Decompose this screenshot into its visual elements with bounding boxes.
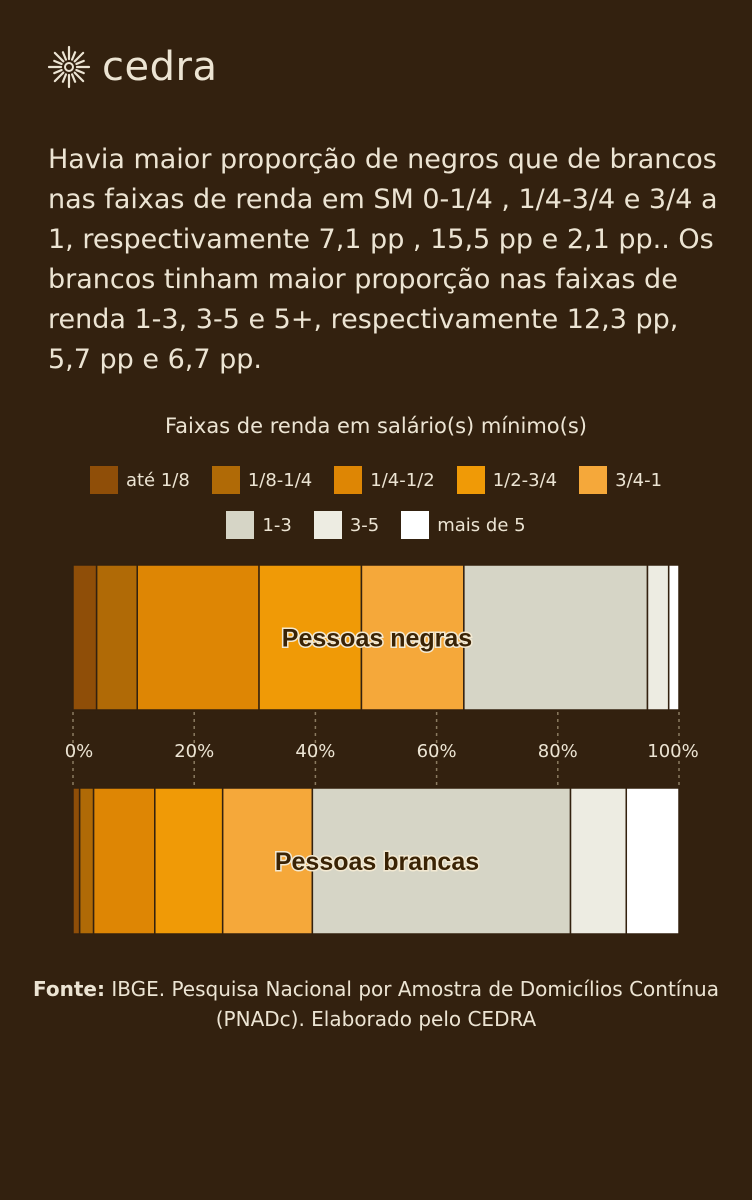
bar-segment <box>78 787 95 935</box>
legend-label: 3/4-1 <box>615 469 663 491</box>
legend-swatch <box>313 511 342 539</box>
bar-segment <box>92 787 156 935</box>
legend-swatch <box>456 466 485 494</box>
legend-row: 1-3 3-5 mais de 5 <box>0 511 752 539</box>
headline: Havia maior proporção de negros que de b… <box>48 144 718 375</box>
bar-segment <box>136 564 260 711</box>
bar-segment <box>646 564 670 711</box>
bar-segment <box>72 787 81 935</box>
legend-label: 1/8-1/4 <box>247 469 313 491</box>
tick-label: 40% <box>295 741 335 762</box>
sun-icon <box>47 45 91 89</box>
source-label: Fonte: <box>33 977 105 1001</box>
brand-name: cedra <box>102 44 218 90</box>
bar-segment <box>667 564 680 711</box>
bar-segment <box>154 787 224 935</box>
series-label: Pessoas brancas <box>275 848 479 876</box>
legend-label: 1-3 <box>262 514 292 536</box>
stacked-bar-chart: Pessoas negras Pessoas brancas 0% 20% 40% 60%… <box>65 564 699 935</box>
tick-label: 20% <box>174 741 214 762</box>
bar-segment <box>95 564 138 711</box>
legend-swatch <box>211 466 240 494</box>
source-text: IBGE. Pesquisa Nacional por Amostra de D… <box>111 977 719 1031</box>
legend-item: mais de 5 <box>401 511 526 539</box>
legend-row: até 1/8 1/8-1/4 1/4-1/2 1/2-3/4 3/4-1 <box>0 466 752 494</box>
legend-item: 3-5 <box>313 511 380 539</box>
tick-label: 80% <box>538 741 578 762</box>
tick-label: 0% <box>65 741 94 762</box>
legend-title: Faixas de renda em salário(s) mínimo(s) <box>165 414 587 438</box>
legend-label: mais de 5 <box>437 514 526 536</box>
tick-label: 60% <box>417 741 457 762</box>
bar-segment <box>625 787 680 935</box>
legend-label: 3-5 <box>349 514 380 536</box>
legend-item: 1-3 <box>226 511 292 539</box>
bar-segment <box>221 787 314 935</box>
legend-swatch <box>579 466 608 494</box>
legend-item: 3/4-1 <box>579 466 662 494</box>
legend-item: 1/4-1/2 <box>334 466 435 494</box>
tick-label: 100% <box>647 741 698 762</box>
legend-swatch <box>226 511 255 539</box>
legend-swatch <box>89 466 118 494</box>
legend-item: 1/8-1/4 <box>211 466 313 494</box>
legend-item: até 1/8 <box>89 466 190 494</box>
bar-segment <box>311 787 572 935</box>
source-note: Fonte: IBGE. Pesquisa Nacional por Amost… <box>0 974 752 1034</box>
legend-label: até 1/8 <box>125 469 190 491</box>
brand-logo: cedra <box>46 44 217 90</box>
bar-segment <box>72 564 98 711</box>
legend-label: 1/4-1/2 <box>370 469 435 491</box>
bar-segment <box>258 564 363 711</box>
bar-segment <box>463 564 649 711</box>
legend-label: 1/2-3/4 <box>492 469 558 491</box>
legend-item: 1/2-3/4 <box>456 466 558 494</box>
bar-segment <box>360 564 465 711</box>
series-label: Pessoas negras <box>282 625 472 653</box>
bar-segment <box>569 787 628 935</box>
legend-swatch <box>334 466 363 494</box>
legend-swatch <box>401 511 430 539</box>
